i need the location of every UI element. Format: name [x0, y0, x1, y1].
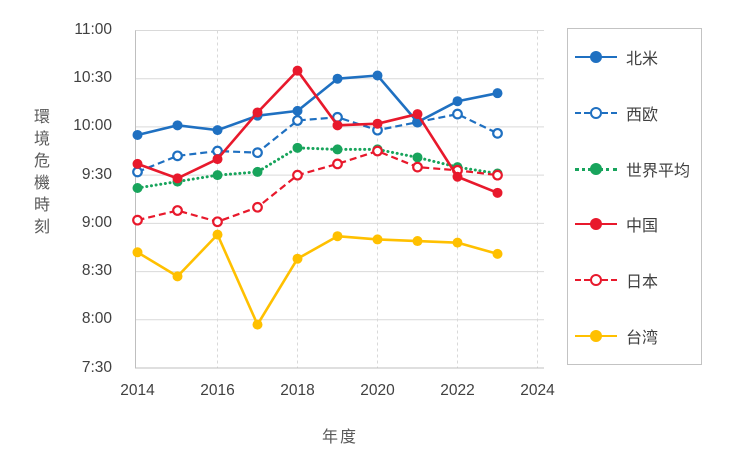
legend-line-marker-sample: [575, 330, 617, 343]
legend-item-taiwan: 台湾: [568, 324, 701, 348]
y-tick-label: 9:00: [81, 213, 112, 231]
y-tick-label: 8:00: [81, 310, 112, 328]
legend-line-marker-sample: [575, 162, 617, 175]
legend-label: 日本: [626, 274, 659, 292]
plot-area: [132, 30, 544, 369]
x-tick-label: 2020: [360, 382, 395, 399]
legend-label: 北米: [626, 50, 659, 68]
legend-item-world-average: 世界平均: [568, 157, 701, 181]
legend-item-japan: 日本: [568, 268, 701, 292]
legend-item-china: 中国: [568, 212, 701, 236]
y-tick-label: 11:00: [74, 21, 112, 38]
x-tick-label: 2016: [200, 382, 235, 399]
legend-label: 台湾: [626, 330, 659, 348]
legend-line-marker-sample: [575, 274, 617, 287]
x-tick-label: 2014: [120, 382, 155, 399]
x-tick-label: 2024: [520, 382, 555, 399]
series-中国: [132, 65, 503, 198]
y-tick-label: 7:30: [81, 358, 112, 376]
y-tick-label: 10:00: [73, 117, 112, 135]
y-axis-title: 環境危機時刻: [31, 108, 48, 240]
x-axis-title: 年度: [321, 429, 358, 446]
y-tick-label: 9:30: [81, 165, 112, 183]
series-日本: [132, 145, 503, 228]
legend-label: 世界平均: [626, 162, 691, 180]
y-tick-label: 10:30: [73, 69, 112, 87]
legend-item-north-america: 北米: [568, 45, 701, 69]
series-世界平均: [132, 142, 503, 193]
series-台湾: [132, 229, 503, 330]
x-tick-label: 2018: [280, 382, 315, 399]
legend-line-marker-sample: [575, 218, 617, 231]
legend-label: 中国: [626, 218, 659, 236]
x-tick-label: 2022: [440, 382, 475, 399]
legend-line-marker-sample: [575, 50, 617, 63]
legend: 北米 西欧 世界平均 中国 日本 台湾: [567, 28, 702, 365]
legend-label: 西欧: [626, 106, 659, 124]
series-西欧: [132, 108, 503, 178]
y-tick-label: 8:30: [81, 262, 112, 280]
legend-line-marker-sample: [575, 106, 617, 119]
legend-item-western-europe: 西欧: [568, 101, 701, 125]
series-北米: [132, 70, 503, 140]
